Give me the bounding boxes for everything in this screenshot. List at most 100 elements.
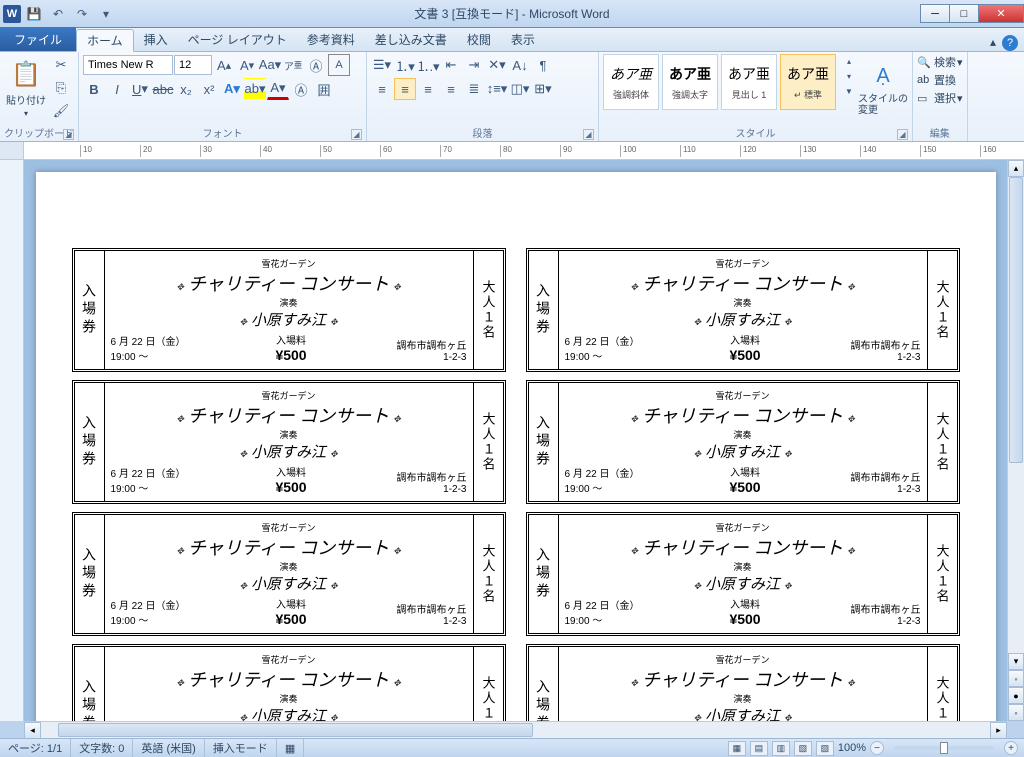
paste-button[interactable]: 📋 貼り付け ▾: [4, 54, 48, 122]
style-item[interactable]: あア亜見出し 1: [721, 54, 777, 110]
tab-home[interactable]: ホーム: [76, 29, 134, 52]
multilevel-button[interactable]: ⒈.▾: [417, 54, 439, 76]
style-expand[interactable]: ▼: [842, 84, 856, 98]
view-full-screen[interactable]: ▤: [750, 741, 768, 756]
ticket[interactable]: 入場券雪花ガーデン✥チャリティー コンサート✥演奏✥小原すみ江✥6 月 22 日…: [526, 512, 960, 636]
style-scroll-down[interactable]: ▾: [842, 69, 856, 83]
help-button[interactable]: ?: [1002, 35, 1018, 51]
line-spacing-button[interactable]: ↕≡▾: [486, 78, 508, 100]
ticket[interactable]: 入場券雪花ガーデン✥チャリティー コンサート✥演奏✥小原すみ江✥6 月 22 日…: [526, 644, 960, 721]
grow-font-button[interactable]: A▴: [213, 54, 235, 76]
qat-dropdown[interactable]: ▾: [95, 3, 117, 25]
zoom-level[interactable]: 100%: [838, 742, 866, 754]
font-dialog-launcher[interactable]: ◢: [351, 129, 362, 140]
sort-button[interactable]: A↓: [509, 54, 531, 76]
tab-review[interactable]: 校閲: [457, 28, 501, 51]
vertical-scrollbar[interactable]: ▴ ▾ ◦ ● ◦: [1007, 160, 1024, 721]
status-page[interactable]: ページ: 1/1: [0, 739, 71, 757]
increase-indent-button[interactable]: ⇥: [463, 54, 485, 76]
shading-button[interactable]: ◫▾: [509, 78, 531, 100]
tab-references[interactable]: 参考資料: [297, 28, 365, 51]
ruler-horizontal[interactable]: 102030405060708090100110120130140150160: [0, 142, 1024, 160]
find-button[interactable]: 🔍検索▾: [917, 54, 963, 70]
scroll-right-button[interactable]: ▸: [990, 722, 1007, 739]
status-macro[interactable]: ▦: [277, 739, 304, 757]
phonetic-guide-button[interactable]: ア亜: [282, 54, 304, 76]
ticket[interactable]: 入場券雪花ガーデン✥チャリティー コンサート✥演奏✥小原すみ江✥6 月 22 日…: [72, 512, 506, 636]
clipboard-dialog-launcher[interactable]: ◢: [63, 129, 74, 140]
copy-button[interactable]: ⎘: [50, 77, 72, 99]
bold-button[interactable]: B: [83, 78, 105, 100]
document-scroll[interactable]: 入場券雪花ガーデン✥チャリティー コンサート✥演奏✥小原すみ江✥6 月 22 日…: [24, 160, 1007, 721]
select-button[interactable]: ▭選択▾: [917, 90, 963, 106]
italic-button[interactable]: I: [106, 78, 128, 100]
align-center-button[interactable]: ≡: [394, 78, 416, 100]
zoom-thumb[interactable]: [940, 742, 948, 754]
char-border-button[interactable]: 囲: [313, 78, 335, 100]
font-size-combo[interactable]: 12: [174, 55, 212, 75]
text-effects-button[interactable]: A▾: [221, 78, 243, 100]
tab-mailings[interactable]: 差し込み文書: [365, 28, 457, 51]
font-color-button[interactable]: A▾: [267, 78, 289, 100]
prev-page-button[interactable]: ◦: [1008, 670, 1024, 687]
asian-layout-button[interactable]: ✕▾: [486, 54, 508, 76]
minimize-button[interactable]: ─: [920, 4, 950, 23]
scroll-left-button[interactable]: ◂: [24, 722, 41, 739]
tab-layout[interactable]: ページ レイアウト: [178, 28, 297, 51]
align-right-button[interactable]: ≡: [417, 78, 439, 100]
file-tab[interactable]: ファイル: [0, 27, 76, 51]
view-print-layout[interactable]: ▦: [728, 741, 746, 756]
borders-button[interactable]: ⊞▾: [532, 78, 554, 100]
next-page-button[interactable]: ◦: [1008, 704, 1024, 721]
replace-button[interactable]: ab置換: [917, 72, 956, 88]
scroll-thumb-v[interactable]: [1009, 177, 1023, 463]
strike-button[interactable]: abc: [152, 78, 174, 100]
ticket[interactable]: 入場券雪花ガーデン✥チャリティー コンサート✥演奏✥小原すみ江✥6 月 22 日…: [72, 248, 506, 372]
zoom-out-button[interactable]: −: [870, 741, 884, 755]
bullets-button[interactable]: ☰▾: [371, 54, 393, 76]
save-button[interactable]: 💾: [23, 3, 45, 25]
horizontal-scrollbar[interactable]: ◂ ▸: [24, 721, 1007, 738]
status-words[interactable]: 文字数: 0: [71, 739, 133, 757]
show-marks-button[interactable]: ¶: [532, 54, 554, 76]
shrink-font-button[interactable]: A▾: [236, 54, 258, 76]
page[interactable]: 入場券雪花ガーデン✥チャリティー コンサート✥演奏✥小原すみ江✥6 月 22 日…: [36, 172, 996, 721]
maximize-button[interactable]: □: [949, 4, 979, 23]
clear-format-button[interactable]: Ⓐ: [305, 54, 327, 76]
highlight-button[interactable]: ab▾: [244, 78, 266, 100]
font-name-combo[interactable]: Times New R: [83, 55, 173, 75]
char-shading-button[interactable]: Ⓐ: [290, 78, 312, 100]
format-painter-button[interactable]: 🖌: [50, 100, 72, 122]
subscript-button[interactable]: x₂: [175, 78, 197, 100]
superscript-button[interactable]: x²: [198, 78, 220, 100]
close-button[interactable]: ✕: [978, 4, 1024, 23]
justify-button[interactable]: ≡: [440, 78, 462, 100]
align-left-button[interactable]: ≡: [371, 78, 393, 100]
change-case-button[interactable]: Aa▾: [259, 54, 281, 76]
tab-view[interactable]: 表示: [501, 28, 545, 51]
scroll-down-button[interactable]: ▾: [1008, 653, 1024, 670]
ticket[interactable]: 入場券雪花ガーデン✥チャリティー コンサート✥演奏✥小原すみ江✥6 月 22 日…: [72, 644, 506, 721]
underline-button[interactable]: U▾: [129, 78, 151, 100]
view-outline[interactable]: ▧: [794, 741, 812, 756]
decrease-indent-button[interactable]: ⇤: [440, 54, 462, 76]
status-language[interactable]: 英語 (米国): [133, 739, 204, 757]
undo-button[interactable]: ↶: [47, 3, 69, 25]
scroll-thumb-h[interactable]: [58, 723, 533, 737]
style-item[interactable]: あア亜強調太字: [662, 54, 718, 110]
scroll-up-button[interactable]: ▴: [1008, 160, 1024, 177]
style-item[interactable]: あア亜↵ 標準: [780, 54, 836, 110]
style-item[interactable]: あア亜強調斜体: [603, 54, 659, 110]
styles-dialog-launcher[interactable]: ◢: [897, 129, 908, 140]
zoom-slider[interactable]: [894, 746, 994, 750]
tab-insert[interactable]: 挿入: [134, 28, 178, 51]
distribute-button[interactable]: ≣: [463, 78, 485, 100]
ruler-vertical[interactable]: [0, 160, 24, 721]
minimize-ribbon-button[interactable]: ▴: [990, 35, 996, 51]
change-styles-button[interactable]: Ạ スタイルの 変更: [858, 54, 908, 122]
zoom-in-button[interactable]: +: [1004, 741, 1018, 755]
style-scroll-up[interactable]: ▴: [842, 54, 856, 68]
ticket[interactable]: 入場券雪花ガーデン✥チャリティー コンサート✥演奏✥小原すみ江✥6 月 22 日…: [526, 380, 960, 504]
browse-object-button[interactable]: ●: [1008, 687, 1024, 704]
view-web-layout[interactable]: ▥: [772, 741, 790, 756]
